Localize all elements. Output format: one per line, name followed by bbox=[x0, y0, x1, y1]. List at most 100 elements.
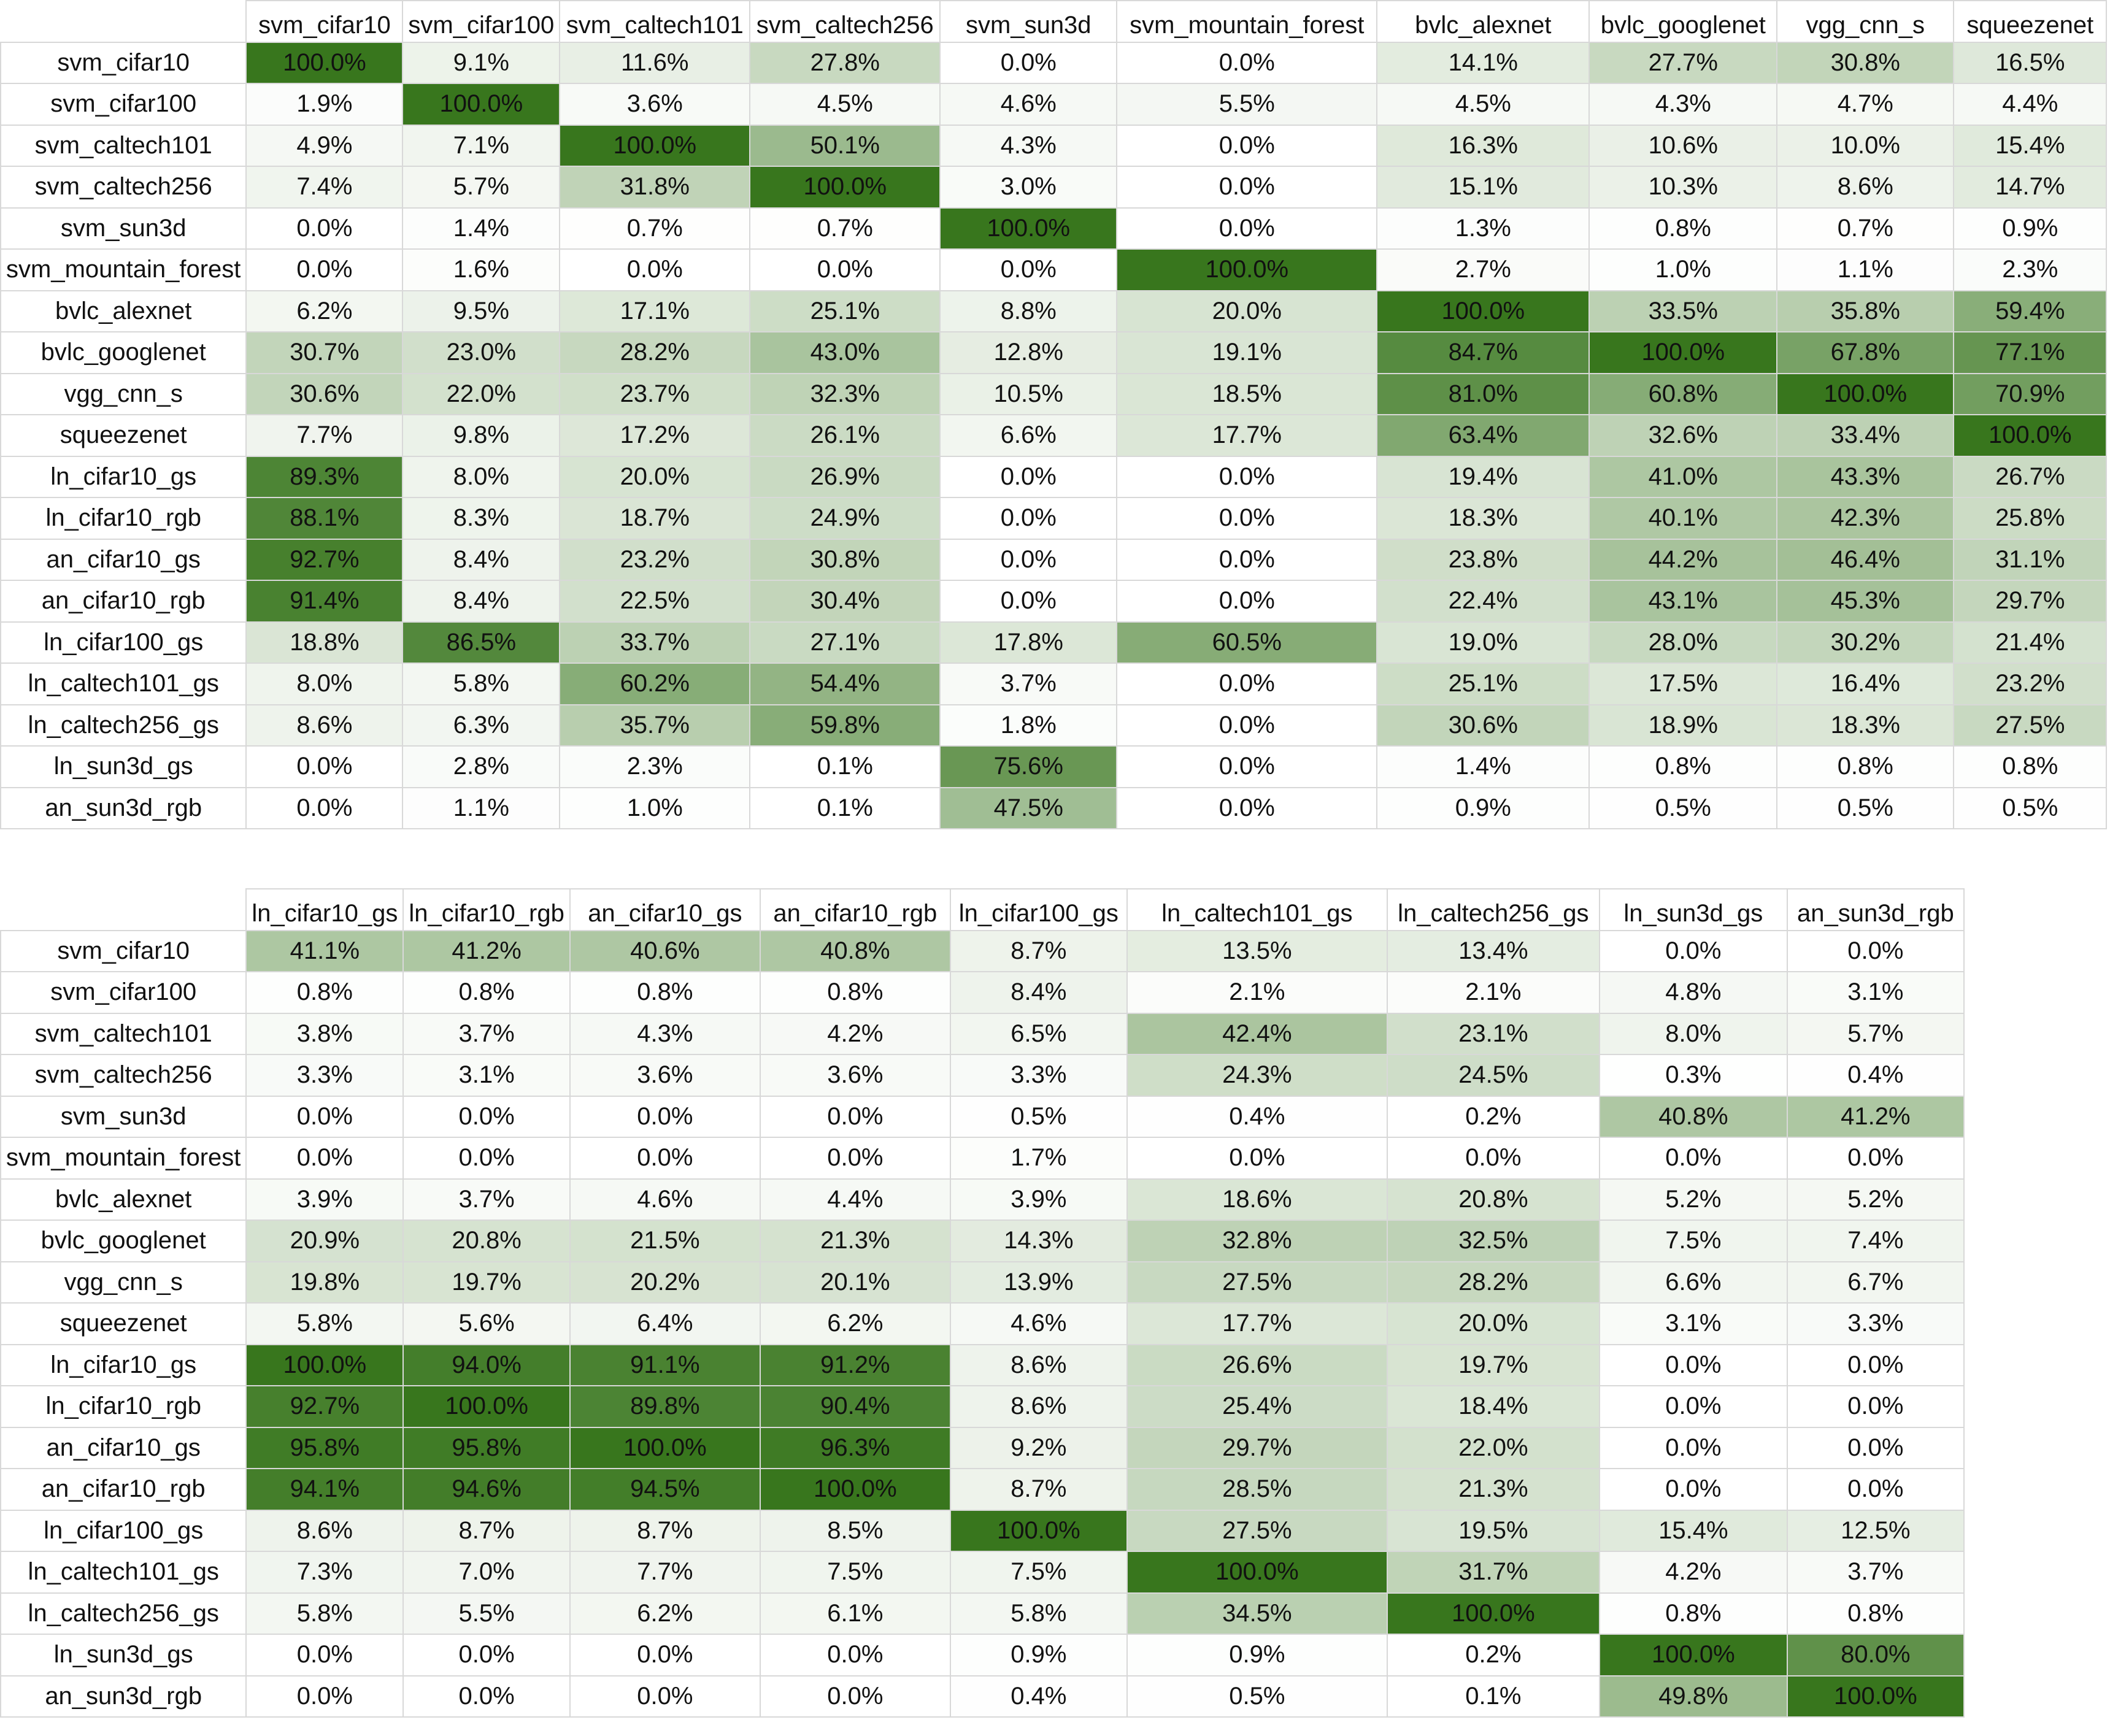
row-header: svm_cifar10 bbox=[0, 929, 247, 972]
heatmap-cell: 7.3% bbox=[245, 1551, 404, 1594]
heatmap-cell: 7.7% bbox=[569, 1551, 761, 1594]
heatmap-cell: 0.0% bbox=[939, 538, 1118, 581]
heatmap-cell: 12.8% bbox=[939, 331, 1118, 374]
heatmap-cell: 33.4% bbox=[1776, 414, 1955, 457]
column-header: vgg_cnn_s bbox=[1776, 0, 1955, 43]
heatmap-cell: 45.3% bbox=[1776, 580, 1955, 623]
heatmap-cell: 89.3% bbox=[245, 455, 404, 498]
row-header: ln_cifar10_gs bbox=[0, 1343, 247, 1386]
heatmap-cell: 0.0% bbox=[1116, 207, 1378, 250]
heatmap-cell: 7.5% bbox=[759, 1551, 951, 1594]
heatmap-cell: 7.0% bbox=[402, 1551, 571, 1594]
heatmap-cell: 19.5% bbox=[1386, 1509, 1600, 1552]
heatmap-cell: 30.6% bbox=[1376, 704, 1590, 747]
heatmap-cell: 100.0% bbox=[1598, 1634, 1788, 1676]
heatmap-cell: 8.7% bbox=[402, 1509, 571, 1552]
heatmap-cell: 4.7% bbox=[1776, 83, 1955, 126]
heatmap-cell: 26.9% bbox=[749, 455, 941, 498]
heatmap-cell: 0.0% bbox=[245, 745, 404, 788]
heatmap-cell: 81.0% bbox=[1376, 372, 1590, 415]
heatmap-cell: 100.0% bbox=[1786, 1675, 1965, 1718]
row-header: an_cifar10_gs bbox=[0, 1426, 247, 1469]
heatmap-cell: 5.7% bbox=[402, 166, 561, 209]
column-header: ln_caltech101_gs bbox=[1126, 888, 1388, 931]
heatmap-cell: 8.3% bbox=[402, 497, 561, 540]
heatmap-cell: 3.7% bbox=[402, 1012, 571, 1055]
heatmap-cell: 3.7% bbox=[939, 663, 1118, 705]
heatmap-cell: 6.2% bbox=[245, 290, 404, 332]
heatmap-cell: 0.0% bbox=[1116, 41, 1378, 84]
heatmap-cell: 10.3% bbox=[1588, 166, 1778, 209]
heatmap-cell: 16.5% bbox=[1953, 41, 2108, 84]
heatmap-cell: 90.4% bbox=[759, 1385, 951, 1428]
heatmap-cell: 25.1% bbox=[1376, 663, 1590, 705]
heatmap-cell: 6.5% bbox=[949, 1012, 1128, 1055]
row-header: svm_caltech256 bbox=[0, 166, 247, 209]
heatmap-cell: 26.1% bbox=[749, 414, 941, 457]
table-row: bvlc_alexnet 3.9% 3.7% 4.6% 4.4% 3.9% 18.6% 20.… bbox=[0, 1178, 1965, 1221]
heatmap-cell: 20.8% bbox=[402, 1219, 571, 1262]
column-header: an_cifar10_gs bbox=[569, 888, 761, 931]
column-header: ln_cifar10_rgb bbox=[402, 888, 571, 931]
table-row: ln_cifar10_gs 100.0% 94.0% 91.1% 91.2% 8.6% 26… bbox=[0, 1343, 1965, 1386]
heatmap-cell: 3.6% bbox=[759, 1054, 951, 1097]
heatmap-cell: 0.1% bbox=[1386, 1675, 1600, 1718]
heatmap-cell: 5.8% bbox=[402, 663, 561, 705]
column-header-row: ln_cifar10_gs ln_cifar10_rgb an_cifar10_gs… bbox=[1, 888, 1965, 931]
heatmap-cell: 0.5% bbox=[949, 1095, 1128, 1138]
heatmap-cell: 0.0% bbox=[245, 1137, 404, 1180]
row-header: ln_cifar10_rgb bbox=[0, 497, 247, 540]
heatmap-cell: 4.3% bbox=[569, 1012, 761, 1055]
heatmap-cell: 0.0% bbox=[759, 1675, 951, 1718]
heatmap-cell: 3.7% bbox=[1786, 1551, 1965, 1594]
heatmap-cell: 35.8% bbox=[1776, 290, 1955, 332]
heatmap-cell: 4.4% bbox=[1953, 83, 2108, 126]
heatmap-cell: 0.5% bbox=[1776, 786, 1955, 829]
heatmap-cell: 0.0% bbox=[569, 1095, 761, 1138]
heatmap-cell: 1.1% bbox=[1776, 248, 1955, 291]
table-row: an_sun3d_rgb 0.0% 0.0% 0.0% 0.0% 0.4% 0.5% 0.1%… bbox=[0, 1675, 1965, 1718]
heatmap-cell: 41.2% bbox=[402, 929, 571, 972]
column-header-row: svm_cifar10 svm_cifar100 svm_caltech101 svm… bbox=[1, 0, 2108, 43]
heatmap-cell: 27.8% bbox=[749, 41, 941, 84]
heatmap-cell: 0.8% bbox=[1588, 207, 1778, 250]
row-header: squeezenet bbox=[0, 1302, 247, 1345]
heatmap-cell: 19.7% bbox=[402, 1261, 571, 1304]
table-row: an_cifar10_rgb 94.1% 94.6% 94.5% 100.0% 8.7% 2… bbox=[0, 1468, 1965, 1511]
heatmap-cell: 14.1% bbox=[1376, 41, 1590, 84]
heatmap-cell: 42.4% bbox=[1126, 1012, 1388, 1055]
heatmap-cell: 67.8% bbox=[1776, 331, 1955, 374]
heatmap-cell: 27.7% bbox=[1588, 41, 1778, 84]
table-row: svm_caltech101 3.8% 3.7% 4.3% 4.2% 6.5% 42.4% 2… bbox=[0, 1012, 1965, 1055]
table-row: vgg_cnn_s 30.6% 22.0% 23.7% 32.3% 10.5% 18.5% 8… bbox=[0, 372, 2108, 415]
heatmap-cell: 0.0% bbox=[1598, 1343, 1788, 1386]
corner-cell bbox=[1, 889, 247, 931]
table-row: svm_mountain_forest 0.0% 1.6% 0.0% 0.0% 0.0% 1… bbox=[0, 248, 2108, 291]
table-row: ln_cifar10_gs 89.3% 8.0% 20.0% 26.9% 0.0% 0.0%… bbox=[0, 455, 2108, 498]
row-header: bvlc_alexnet bbox=[0, 290, 247, 332]
table-row: svm_sun3d 0.0% 0.0% 0.0% 0.0% 0.5% 0.4% 0.2% 40.… bbox=[0, 1095, 1965, 1138]
heatmap-cell: 13.5% bbox=[1126, 929, 1388, 972]
heatmap-cell: 0.0% bbox=[1386, 1137, 1600, 1180]
heatmap-cell: 86.5% bbox=[402, 621, 561, 664]
heatmap-cell: 0.0% bbox=[569, 1634, 761, 1676]
heatmap-cell: 0.0% bbox=[1116, 124, 1378, 167]
heatmap-cell: 3.9% bbox=[245, 1178, 404, 1221]
column-header: svm_cifar10 bbox=[245, 0, 404, 43]
heatmap-cell: 0.0% bbox=[1116, 455, 1378, 498]
heatmap-cell: 25.8% bbox=[1953, 497, 2108, 540]
heatmap-cell: 20.0% bbox=[1116, 290, 1378, 332]
heatmap-cell: 75.6% bbox=[939, 745, 1118, 788]
heatmap-cell: 100.0% bbox=[939, 207, 1118, 250]
table-row: ln_caltech101_gs 8.0% 5.8% 60.2% 54.4% 3.7% 0.… bbox=[0, 663, 2108, 705]
column-header: svm_mountain_forest bbox=[1116, 0, 1378, 43]
table-row: svm_caltech256 7.4% 5.7% 31.8% 100.0% 3.0% 0.0… bbox=[0, 166, 2108, 209]
heatmap-cell: 0.0% bbox=[245, 1634, 404, 1676]
heatmap-cell: 1.4% bbox=[402, 207, 561, 250]
table-row: svm_caltech256 3.3% 3.1% 3.6% 3.6% 3.3% 24.3% 2… bbox=[0, 1054, 1965, 1097]
table-row: squeezenet 7.7% 9.8% 17.2% 26.1% 6.6% 17.7% 63.… bbox=[0, 414, 2108, 457]
heatmap-table-top: svm_cifar10 svm_cifar100 svm_caltech101 svm… bbox=[0, 0, 2108, 829]
heatmap-cell: 8.7% bbox=[949, 1468, 1128, 1511]
heatmap-cell: 92.7% bbox=[245, 538, 404, 581]
heatmap-cell: 100.0% bbox=[1376, 290, 1590, 332]
